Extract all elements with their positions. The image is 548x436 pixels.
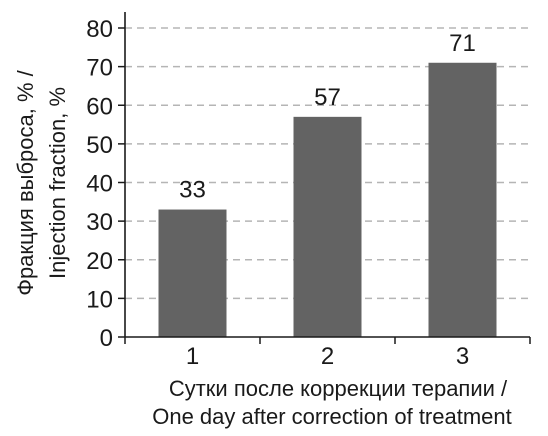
y-tick-label: 20: [86, 248, 113, 275]
y-axis-title-line1: Фракция выброса, % /: [13, 69, 38, 295]
bar-layer: [158, 62, 497, 338]
x-tick-label: 3: [456, 343, 469, 370]
data-label: 71: [449, 30, 476, 57]
y-tick-label: 80: [86, 16, 113, 43]
label-layer: 0 10 20 30 40 50 60 70 80 33 1 57 2 71 3: [86, 16, 476, 370]
x-tick-label: 2: [321, 343, 334, 370]
y-tick-label: 50: [86, 132, 113, 159]
axis-layer: [118, 12, 531, 344]
data-label: 57: [314, 84, 341, 111]
bar: [158, 209, 227, 337]
y-tick-label: 40: [86, 171, 113, 198]
y-tick-label: 60: [86, 93, 113, 120]
y-tick-label: 10: [86, 286, 113, 313]
y-tick-label: 0: [100, 325, 113, 352]
y-tick-label: 30: [86, 209, 113, 236]
bar: [428, 62, 497, 337]
x-axis-title-line1: Сутки после коррекции терапии /: [169, 376, 508, 401]
x-tick-label: 1: [186, 343, 199, 370]
y-axis-title-line2: Injection fraction, %: [45, 87, 70, 279]
data-label: 33: [179, 177, 206, 204]
y-tick-label: 70: [86, 55, 113, 82]
bar: [293, 116, 362, 338]
x-axis-title-line2: One day after correction of treatment: [152, 404, 512, 429]
